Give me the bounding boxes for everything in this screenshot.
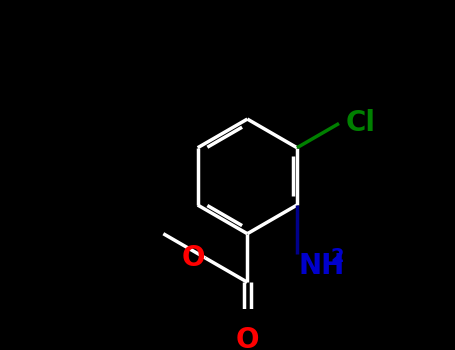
Text: Cl: Cl bbox=[346, 110, 376, 138]
Text: 2: 2 bbox=[330, 247, 344, 266]
Text: O: O bbox=[181, 244, 205, 272]
Text: NH: NH bbox=[299, 252, 345, 280]
Text: O: O bbox=[236, 326, 259, 350]
